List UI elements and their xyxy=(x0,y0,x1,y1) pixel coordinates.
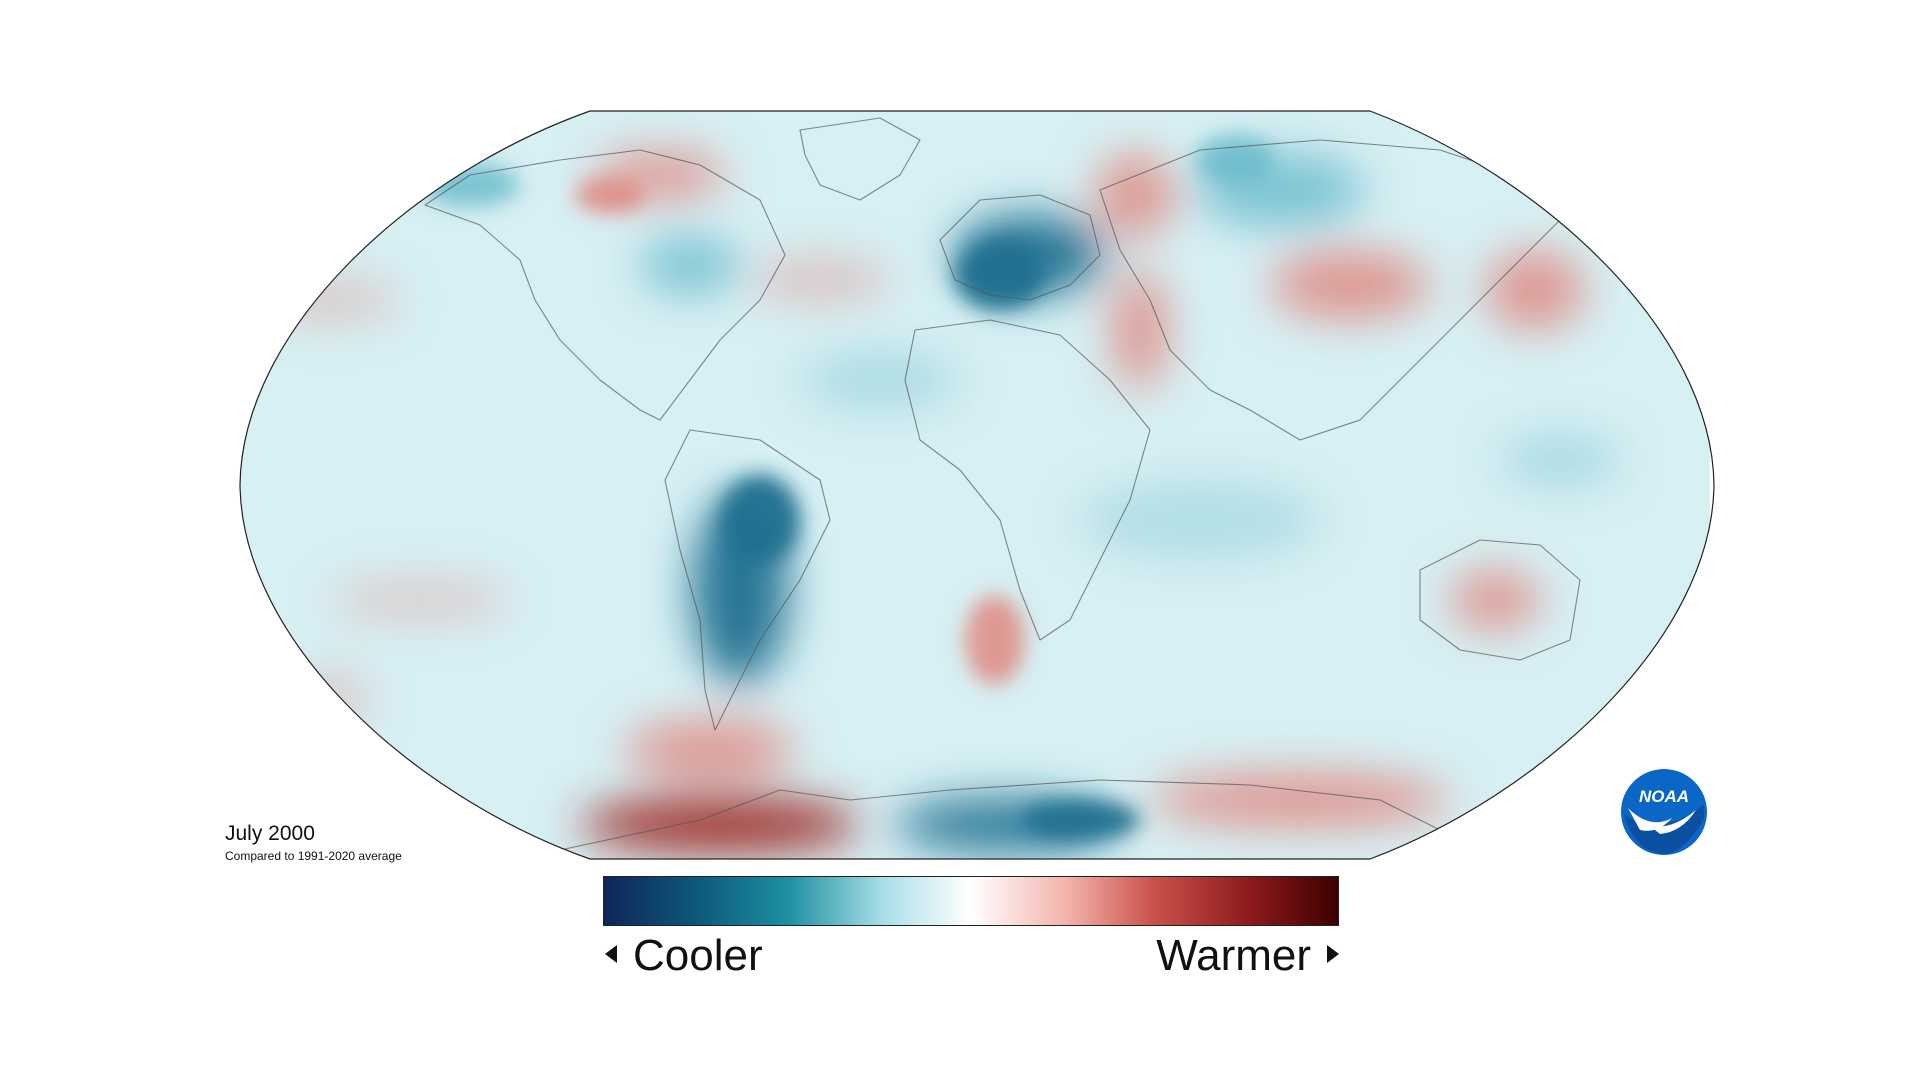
arrow-right-icon xyxy=(1327,945,1339,964)
coastline-greenland xyxy=(799,117,921,201)
cooler-label: Cooler xyxy=(605,930,763,982)
anomaly-europe xyxy=(955,240,1045,310)
coastline-asia xyxy=(1099,139,1561,441)
ocean-anomaly-band xyxy=(750,258,890,302)
warmer-text: Warmer xyxy=(1156,931,1311,980)
cooler-text: Cooler xyxy=(633,931,763,980)
anomaly-southern-ocean-atlantic xyxy=(625,720,795,780)
ocean-anomaly-band xyxy=(800,350,960,410)
coastline-antarctica xyxy=(559,779,1481,859)
coastline-europe xyxy=(939,194,1101,301)
anomaly-middle-east xyxy=(1112,270,1168,390)
ocean-anomaly-band xyxy=(1500,435,1620,485)
anomaly-antarctic-peninsula-coast xyxy=(580,797,860,853)
anomaly-eastern-canada xyxy=(640,235,740,295)
svg-text:NOAA: NOAA xyxy=(1639,787,1689,806)
anomaly-australia xyxy=(1450,570,1540,630)
map-caption: July 2000 Compared to 1991-2020 average xyxy=(225,822,402,864)
warmer-label: Warmer xyxy=(1156,930,1339,982)
anomaly-northeast-china xyxy=(1485,250,1585,330)
ocean-anomaly-band xyxy=(1080,480,1320,560)
anomaly-southern-ocean-atlantic xyxy=(965,595,1025,685)
coastline-africa xyxy=(904,319,1151,641)
anomaly-central-asia xyxy=(1270,250,1430,320)
color-scale-bar xyxy=(603,876,1339,926)
anomaly-west-antarctica xyxy=(1020,800,1140,840)
coastline-australia xyxy=(1419,539,1581,661)
anomaly-east-antarctica xyxy=(1150,772,1450,828)
map-subtitle: Compared to 1991-2020 average xyxy=(225,849,402,863)
map-base xyxy=(240,111,1710,859)
anomaly-northern-canada xyxy=(575,177,645,213)
coastline-south-america xyxy=(664,429,831,731)
anomaly-eastern-siberia xyxy=(1195,135,1275,185)
coastline-north-america xyxy=(424,149,786,421)
map-title: July 2000 xyxy=(225,822,315,845)
anomaly-western-russia xyxy=(1095,153,1175,237)
ocean-anomaly-band xyxy=(330,578,510,622)
ocean-anomaly-band xyxy=(290,670,370,730)
anomaly-field xyxy=(240,111,1710,859)
anomaly-central-south-america xyxy=(720,475,800,565)
arrow-left-icon xyxy=(605,945,617,964)
ocean-anomaly-band xyxy=(260,278,400,322)
noaa-logo-icon: NOAA xyxy=(1621,769,1707,855)
map-outline xyxy=(239,110,1715,860)
